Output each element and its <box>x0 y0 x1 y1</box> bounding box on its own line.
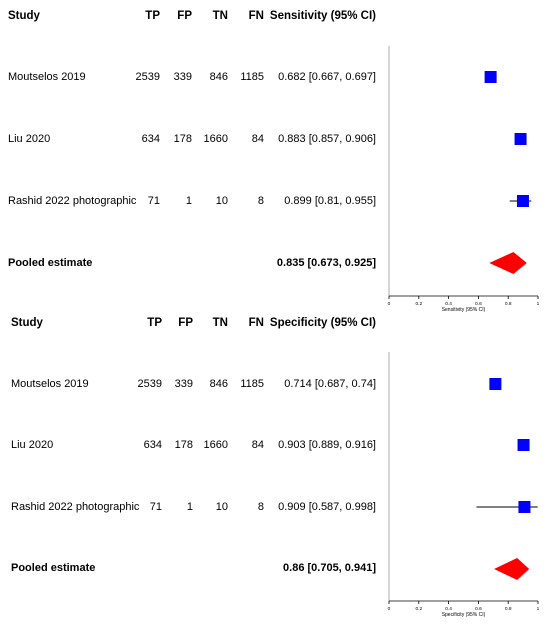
header-tn: TN <box>212 317 228 329</box>
x-tick-label: 0.4 <box>445 606 452 612</box>
x-tick-label: 0.8 <box>505 301 512 307</box>
pooled-label: Pooled estimate <box>8 257 93 269</box>
study-tn: 1660 <box>203 133 228 145</box>
study-fp: 339 <box>173 71 192 83</box>
sensitivity-forest-panel: Study TP FP TN FN Sensitivity (95% CI) M… <box>0 0 550 313</box>
study-tn: 1660 <box>203 439 228 451</box>
x-tick-label: 0 <box>388 606 391 612</box>
x-tick-label: 0.8 <box>505 606 512 612</box>
study-fp: 1 <box>185 195 192 207</box>
study-name: Liu 2020 <box>8 133 51 145</box>
x-tick-label: 1 <box>537 301 540 307</box>
header-tn: TN <box>212 10 228 22</box>
x-axis-label: Specificity (95% CI) <box>442 612 486 618</box>
study-ci: 0.899 [0.81, 0.955] <box>284 195 376 207</box>
study-fn: 8 <box>257 501 264 513</box>
study-fp: 1 <box>186 501 193 513</box>
study-fp: 178 <box>174 439 193 451</box>
sensitivity-forest-plot: 0 0.2 0.4 0.6 0.8 1 Sensitivity (95% CI) <box>388 46 540 313</box>
study-tp: 71 <box>147 195 160 207</box>
study-name: Moutselos 2019 <box>8 71 86 83</box>
pooled-label: Pooled estimate <box>11 562 96 574</box>
x-tick-label: 1 <box>537 606 540 612</box>
x-tick-label: 0.2 <box>415 301 422 307</box>
header-estimate: Sensitivity (95% CI) <box>269 10 376 22</box>
study-ci: 0.909 [0.587, 0.998] <box>278 501 376 513</box>
study-tn: 846 <box>209 71 228 83</box>
header-fp: FP <box>178 317 193 329</box>
header-estimate: Specificity (95% CI) <box>269 317 376 329</box>
pooled-ci: 0.86 [0.705, 0.941] <box>283 562 376 574</box>
study-ci: 0.903 [0.889, 0.916] <box>278 439 376 451</box>
pooled-ci: 0.835 [0.673, 0.925] <box>276 257 376 269</box>
specificity-forest-plot: 0 0.2 0.4 0.6 0.8 1 Specificity (95% CI) <box>388 352 540 618</box>
study-point <box>489 378 502 390</box>
study-tp: 2539 <box>135 71 160 83</box>
study-fn: 1185 <box>240 71 264 83</box>
study-fn: 8 <box>257 195 264 207</box>
study-point <box>518 501 531 513</box>
study-ci: 0.682 [0.667, 0.697] <box>278 71 376 83</box>
study-point <box>484 71 497 83</box>
study-name: Moutselos 2019 <box>11 378 89 390</box>
study-tp: 634 <box>141 133 160 145</box>
study-fn: 84 <box>251 133 264 145</box>
header-fp: FP <box>177 10 192 22</box>
study-point <box>516 195 529 207</box>
pooled-diamond <box>494 558 530 580</box>
header-tp: TP <box>147 317 162 329</box>
header-tp: TP <box>145 10 160 22</box>
header-study: Study <box>11 317 43 329</box>
study-fp: 178 <box>173 133 192 145</box>
study-name: Rashid 2022 photographic <box>11 501 140 513</box>
x-tick-label: 0 <box>388 301 391 307</box>
study-ci: 0.883 [0.857, 0.906] <box>278 133 376 145</box>
study-tn: 10 <box>215 195 228 207</box>
study-fn: 1185 <box>240 378 264 390</box>
study-fn: 84 <box>251 439 264 451</box>
study-point <box>514 133 527 145</box>
study-tn: 846 <box>209 378 228 390</box>
header-fn: FN <box>248 317 264 329</box>
pooled-diamond <box>489 252 527 274</box>
study-tp: 71 <box>149 501 162 513</box>
study-tn: 10 <box>215 501 228 513</box>
x-tick-label: 0.6 <box>475 606 482 612</box>
x-tick-label: 0.2 <box>415 606 422 612</box>
x-tick-label: 0.4 <box>445 301 452 307</box>
header-study: Study <box>8 10 40 22</box>
x-tick-label: 0.6 <box>475 301 482 307</box>
study-name: Rashid 2022 photographic <box>8 195 137 207</box>
study-fp: 339 <box>174 378 193 390</box>
x-axis-label: Sensitivity (95% CI) <box>442 307 486 313</box>
study-tp: 634 <box>143 439 162 451</box>
study-point <box>517 439 530 451</box>
specificity-forest-panel: Study TP FP TN FN Specificity (95% CI) M… <box>0 312 550 625</box>
study-name: Liu 2020 <box>11 439 54 451</box>
header-fn: FN <box>248 10 264 22</box>
study-tp: 2539 <box>137 378 162 390</box>
study-ci: 0.714 [0.687, 0.74] <box>284 378 376 390</box>
